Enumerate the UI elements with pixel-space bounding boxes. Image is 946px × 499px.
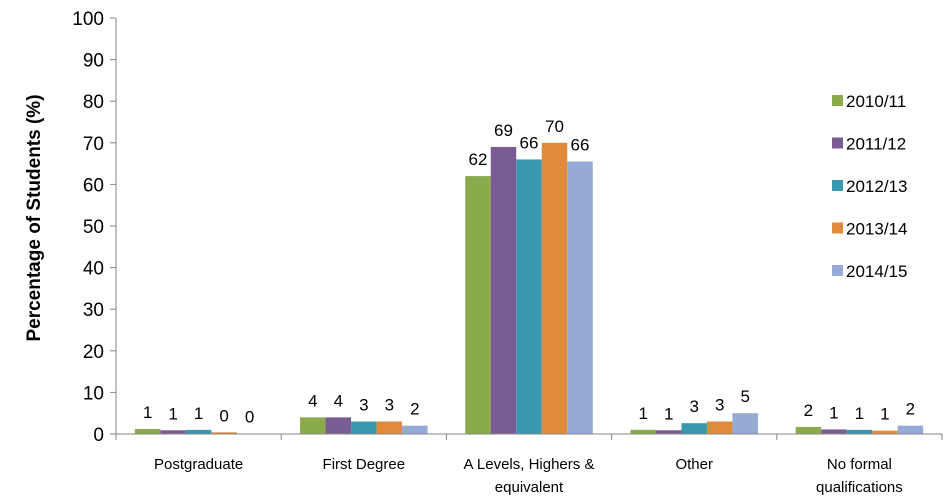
data-label: 1 xyxy=(168,404,177,423)
category-label: Postgraduate xyxy=(154,456,243,473)
category-label: No formal xyxy=(827,456,892,473)
bar xyxy=(732,413,758,434)
category-label: First Degree xyxy=(323,456,406,473)
data-label: 1 xyxy=(638,404,647,423)
y-axis-title: Percentage of Students (%) xyxy=(24,94,45,341)
legend-swatch xyxy=(832,222,843,234)
data-label: 3 xyxy=(689,397,698,416)
y-tick-label: 90 xyxy=(83,51,104,72)
bar xyxy=(541,142,568,435)
y-tick-label: 50 xyxy=(83,217,104,238)
legend-label: 2012/13 xyxy=(846,177,907,196)
y-tick-label: 40 xyxy=(83,259,104,280)
y-tick-label: 20 xyxy=(83,342,104,363)
bar xyxy=(351,421,377,434)
data-label: 66 xyxy=(520,133,539,152)
data-label: 3 xyxy=(359,396,368,415)
legend-swatch xyxy=(832,137,843,149)
data-label: 3 xyxy=(385,396,394,415)
bar xyxy=(134,429,161,434)
data-label: 1 xyxy=(664,404,673,423)
legend-label: 2014/15 xyxy=(846,262,907,281)
bar xyxy=(211,432,237,434)
data-label: 1 xyxy=(880,405,889,424)
bar xyxy=(465,176,491,434)
bar xyxy=(872,430,898,434)
y-tick-label: 70 xyxy=(83,134,104,155)
bar xyxy=(185,429,212,434)
bar xyxy=(706,421,733,434)
bar xyxy=(846,429,873,434)
data-label: 2 xyxy=(410,400,419,419)
bar xyxy=(325,417,352,434)
data-label: 69 xyxy=(494,121,513,140)
bar xyxy=(630,429,656,434)
data-label: 62 xyxy=(469,150,488,169)
legend-swatch xyxy=(832,95,843,106)
data-label: 1 xyxy=(143,403,152,422)
bar xyxy=(567,161,593,434)
data-label: 2 xyxy=(804,401,813,420)
data-label: 4 xyxy=(334,391,343,410)
bar xyxy=(897,425,924,434)
data-label: 1 xyxy=(855,404,864,423)
category-label: equivalent xyxy=(495,479,564,496)
bar xyxy=(376,421,403,434)
legend-label: 2010/11 xyxy=(846,92,906,111)
data-label: 0 xyxy=(219,406,228,425)
bar xyxy=(795,426,822,434)
legend-label: 2013/14 xyxy=(846,220,907,239)
bar xyxy=(490,146,517,434)
y-tick-label: 30 xyxy=(83,300,104,321)
y-tick-label: 0 xyxy=(93,425,104,446)
bar xyxy=(821,429,847,434)
data-label: 70 xyxy=(545,117,564,136)
data-label: 66 xyxy=(571,136,590,155)
legend-swatch xyxy=(832,265,843,276)
y-tick-label: 100 xyxy=(72,9,104,30)
bar xyxy=(160,430,186,434)
y-tick-label: 60 xyxy=(83,175,104,196)
category-label: Other xyxy=(675,456,713,473)
data-label: 0 xyxy=(245,408,254,427)
data-label: 5 xyxy=(740,387,749,406)
y-tick-label: 10 xyxy=(83,383,104,404)
bar xyxy=(655,430,682,434)
bar xyxy=(681,423,707,434)
data-label: 1 xyxy=(194,404,203,423)
data-label: 1 xyxy=(829,403,838,422)
data-label: 4 xyxy=(308,391,317,410)
bar xyxy=(402,425,428,434)
category-label: A Levels, Highers & xyxy=(464,456,595,473)
data-label: 2 xyxy=(906,400,915,419)
data-label: 3 xyxy=(715,396,724,415)
category-label: qualifications xyxy=(816,479,903,496)
y-tick-label: 80 xyxy=(83,92,104,113)
legend-label: 2011/12 xyxy=(846,135,906,154)
legend-swatch xyxy=(832,180,843,191)
bar xyxy=(516,159,542,434)
bar xyxy=(300,417,326,434)
